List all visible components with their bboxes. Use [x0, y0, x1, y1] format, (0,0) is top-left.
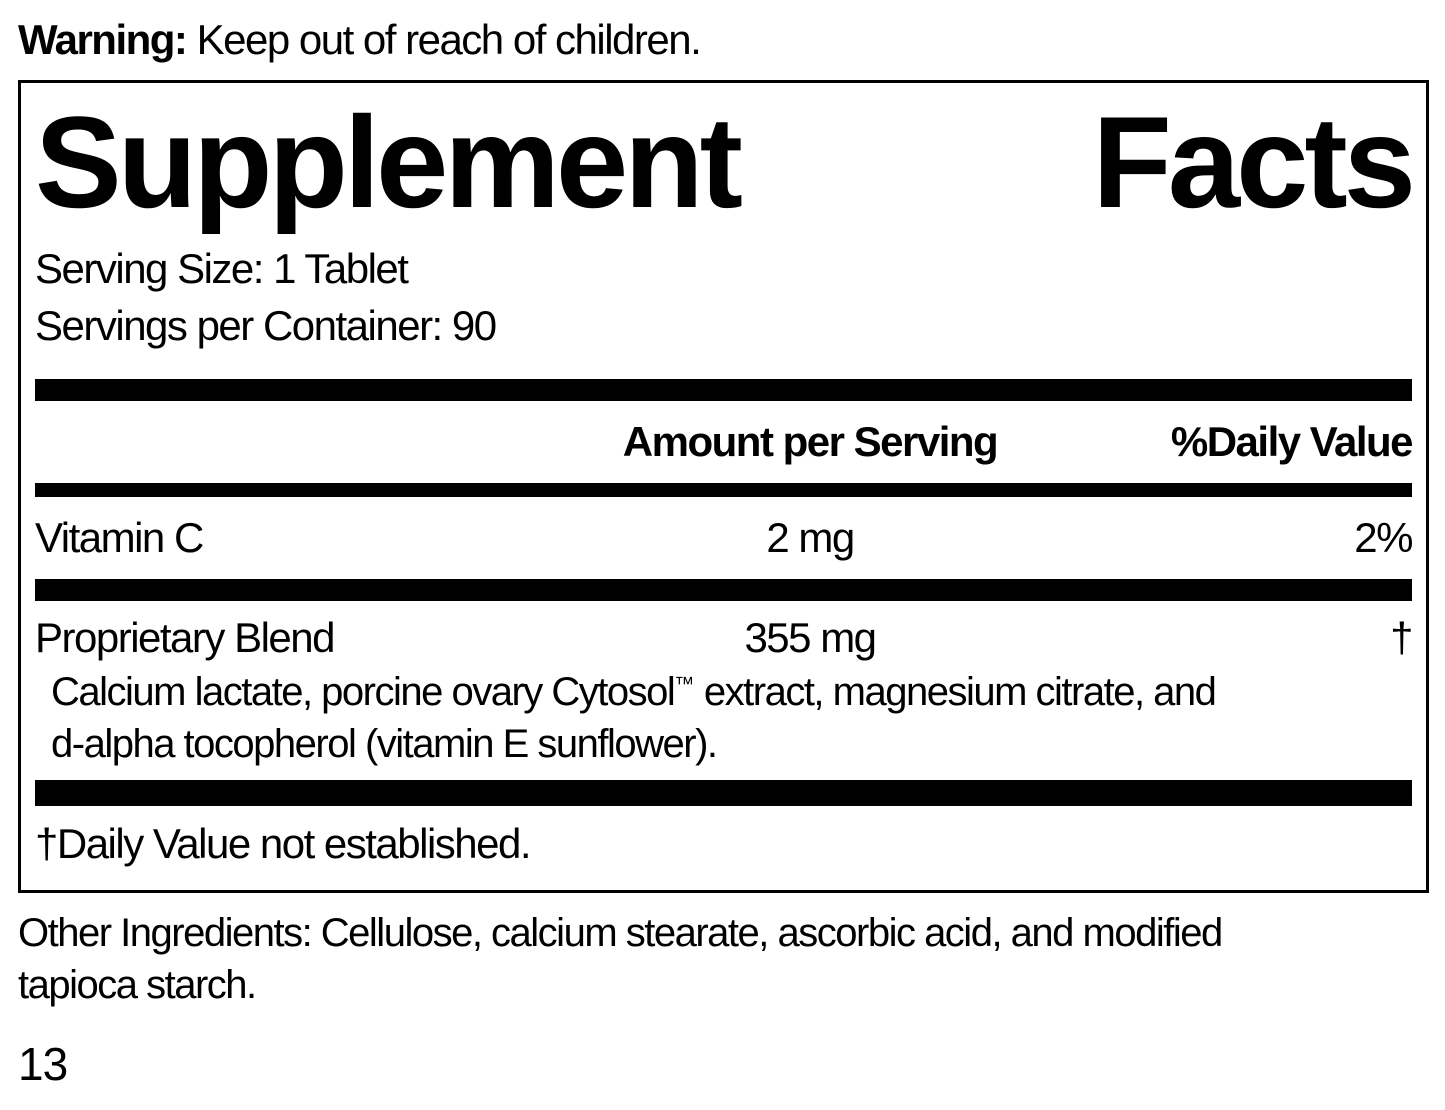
- column-header-amount: Amount per Serving: [622, 417, 999, 465]
- serving-size: Serving Size: 1 Tablet: [35, 245, 409, 293]
- nutrient-daily-value: †: [1390, 614, 1413, 662]
- other-ingredients-line-1: Other Ingredients: Cellulose, calcium st…: [18, 910, 1223, 955]
- panel-title: Supplement Facts: [35, 89, 1416, 236]
- nutrient-row-proprietary-blend: Proprietary Blend 355 mg †: [35, 601, 1414, 663]
- nutrient-amount: 355 mg: [744, 614, 877, 662]
- other-ingredients-line-2: tapioca starch.: [18, 962, 257, 1007]
- supplement-facts-panel: Supplement Facts Serving Size: 1 Tablet …: [18, 80, 1429, 893]
- daily-value-footnote: †Daily Value not established.: [35, 819, 532, 867]
- serving-info: Serving Size: 1 Tablet Servings per Cont…: [35, 241, 1412, 354]
- warning-text: Warning: Keep out of reach of children.: [18, 16, 1429, 64]
- column-header-row: Amount per Serving %Daily Value: [35, 401, 1414, 483]
- warning-label: Warning:: [18, 16, 188, 63]
- panel-title-word-supplement: Supplement: [35, 89, 743, 236]
- panel-title-word-facts: Facts: [1092, 89, 1416, 236]
- nutrient-row-vitamin-c: Vitamin C 2 mg 2%: [35, 497, 1414, 579]
- divider-bar-top: [35, 378, 1412, 401]
- divider-bar-under-header: [35, 483, 1412, 498]
- blend-description-line-1: Calcium lactate, porcine ovary Cytosol™ …: [51, 666, 1412, 718]
- divider-bar-under-vitamin-c: [35, 579, 1412, 602]
- blend-description-text: extract, magnesium citrate, and: [694, 669, 1217, 714]
- page-number: 13: [18, 1037, 68, 1090]
- divider-bar-bottom: [35, 779, 1412, 806]
- nutrient-name: Proprietary Blend: [35, 614, 336, 662]
- column-header-daily-value: %Daily Value: [1170, 417, 1414, 465]
- nutrient-amount: 2 mg: [766, 514, 855, 562]
- blend-description-line-2: d-alpha tocopherol (vitamin E sunflower)…: [51, 721, 718, 766]
- servings-per-container: Servings per Container: 90: [35, 301, 497, 349]
- nutrient-daily-value: 2%: [1354, 514, 1413, 562]
- blend-description: Calcium lactate, porcine ovary Cytosol™ …: [35, 664, 1412, 780]
- nutrient-name: Vitamin C: [35, 514, 204, 562]
- blend-description-text: Calcium lactate, porcine ovary Cytosol: [51, 669, 676, 714]
- trademark-symbol: ™: [674, 673, 695, 696]
- warning-message: Keep out of reach of children.: [196, 16, 702, 63]
- other-ingredients: Other Ingredients: Cellulose, calcium st…: [18, 907, 1429, 1011]
